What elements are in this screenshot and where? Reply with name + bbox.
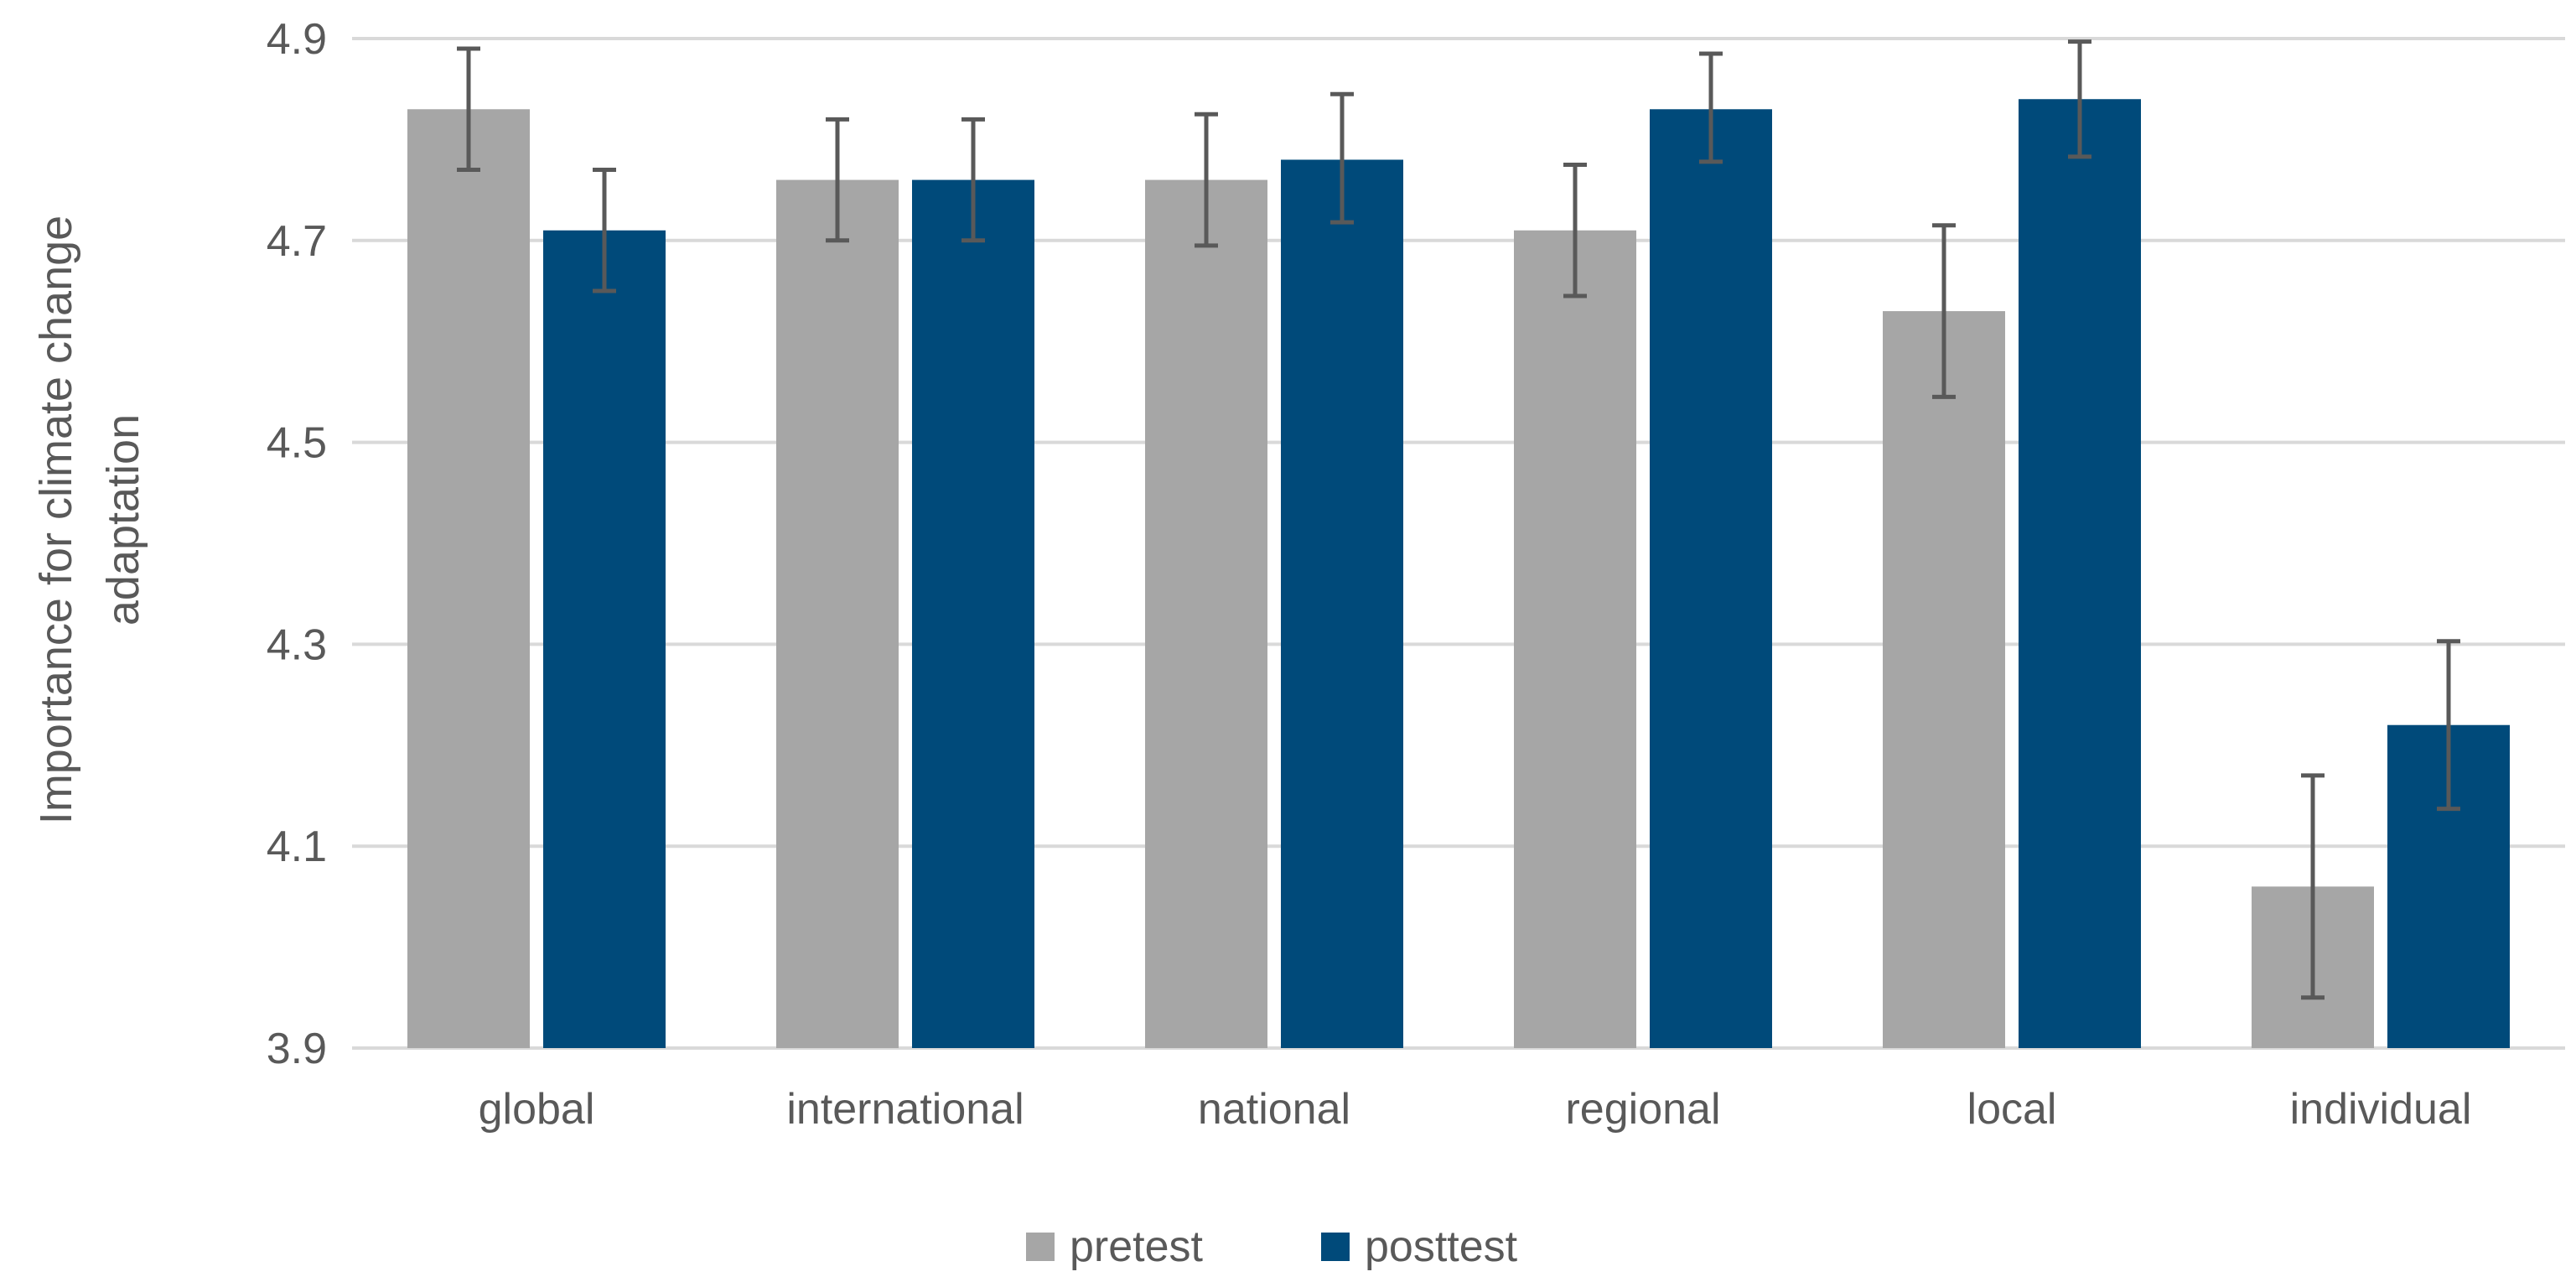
error-bar-pretest-individual <box>2301 773 2325 1000</box>
legend-label-posttest: posttest <box>1365 1222 1518 1271</box>
error-bar-pretest-local <box>1932 223 1956 399</box>
x-category-label: global <box>479 1085 595 1134</box>
bar-posttest-national <box>1281 159 1403 1049</box>
x-category-label: local <box>1967 1085 2057 1134</box>
y-tick-label: 4.5 <box>267 419 327 468</box>
y-axis-title: Importance for climate change adaptation <box>31 215 148 824</box>
error-bar-posttest-regional <box>1699 51 1723 164</box>
y-axis-title-line-1: Importance for climate change <box>31 215 81 824</box>
gridlines <box>352 37 2565 1050</box>
x-category-label: individual <box>2290 1085 2472 1134</box>
x-category-label: regional <box>1565 1085 1720 1134</box>
y-axis-tick-labels: 3.9 4.1 4.3 4.5 4.7 4.9 <box>267 15 327 1073</box>
y-axis-title-line-2: adaptation <box>98 414 148 625</box>
bar-posttest-regional <box>1650 109 1772 1048</box>
y-tick-label: 4.1 <box>267 823 327 871</box>
error-bar-pretest-national <box>1195 112 1218 248</box>
legend-swatch-pretest <box>1026 1233 1055 1261</box>
error-bar-pretest-international <box>826 117 849 243</box>
error-bar-posttest-national <box>1330 91 1354 225</box>
legend-label-pretest: pretest <box>1070 1222 1204 1271</box>
x-category-label: international <box>786 1085 1024 1134</box>
x-category-label: national <box>1198 1085 1350 1134</box>
error-bars <box>457 39 2460 1000</box>
bar-posttest-local <box>2019 99 2141 1049</box>
bar-pretest-international <box>776 179 899 1048</box>
y-tick-label: 3.9 <box>267 1025 327 1073</box>
bar-pretest-local <box>1883 311 2005 1049</box>
y-tick-label: 4.7 <box>267 217 327 266</box>
y-tick-label: 4.3 <box>267 620 327 669</box>
y-tick-label: 4.9 <box>267 15 327 64</box>
bar-pretest-regional <box>1514 230 1636 1048</box>
bar-posttest-global <box>543 230 666 1048</box>
legend: pretest posttest <box>1026 1222 1518 1271</box>
error-bar-posttest-local <box>2068 39 2091 159</box>
error-bar-posttest-global <box>593 168 616 293</box>
error-bar-pretest-regional <box>1563 163 1587 298</box>
bar-posttest-international <box>912 179 1034 1048</box>
legend-swatch-posttest <box>1321 1233 1350 1261</box>
error-bar-pretest-global <box>457 46 480 173</box>
error-bar-posttest-international <box>961 117 985 243</box>
x-axis-category-labels: global international national regional local… <box>479 1085 2472 1134</box>
bar-pretest-national <box>1145 179 1267 1048</box>
error-bar-posttest-individual <box>2437 639 2460 812</box>
bar-pretest-global <box>407 109 530 1048</box>
bars <box>407 99 2510 1049</box>
